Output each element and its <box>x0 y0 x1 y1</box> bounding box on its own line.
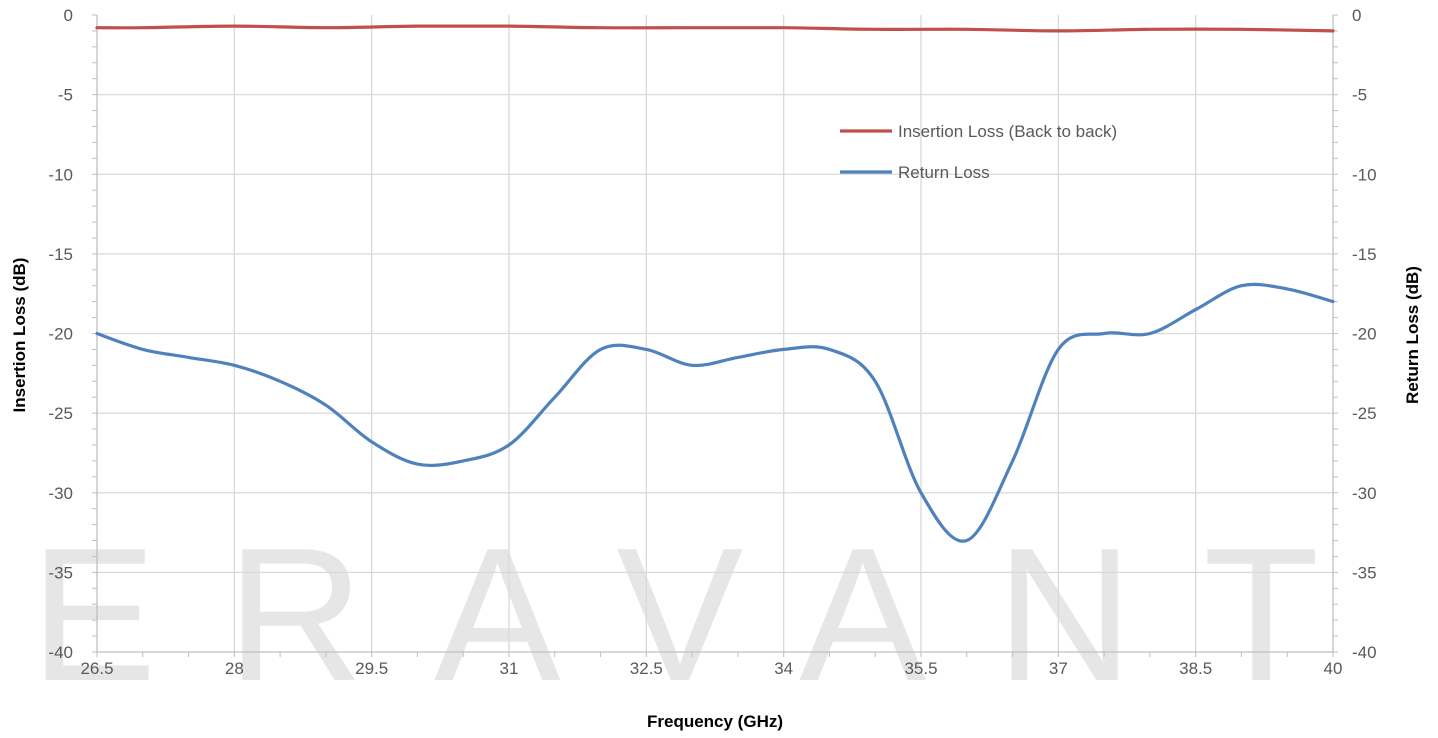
y-axis-title-left: Insertion Loss (dB) <box>10 258 29 413</box>
x-tick-label: 29.5 <box>355 659 388 678</box>
x-tick-label: 34 <box>774 659 793 678</box>
y-tick-label-right: -10 <box>1352 165 1377 184</box>
legend: Insertion Loss (Back to back) Return Loss <box>840 122 1117 182</box>
series-line-return-loss <box>95 282 1335 543</box>
y-tick-label-left: -20 <box>48 325 73 344</box>
legend-label-return-loss: Return Loss <box>898 163 990 182</box>
x-tick-label: 31 <box>500 659 519 678</box>
watermark: ERAVANT <box>30 509 1389 721</box>
x-tick-label: 32.5 <box>630 659 663 678</box>
y-tick-label-left: -15 <box>48 245 73 264</box>
y-tick-label-left: -25 <box>48 404 73 423</box>
y-tick-label-left: -35 <box>48 563 73 582</box>
y-tick-label-left: -30 <box>48 484 73 503</box>
y-tick-label-left: -40 <box>48 643 73 662</box>
series-lines <box>95 24 1335 543</box>
y-tick-label-left: -5 <box>58 86 73 105</box>
grid <box>97 15 1333 652</box>
y-tick-label-right: -25 <box>1352 404 1377 423</box>
y-axis-title-right: Return Loss (dB) <box>1403 266 1422 404</box>
x-tick-label: 38.5 <box>1179 659 1212 678</box>
y-tick-label-right: -20 <box>1352 325 1377 344</box>
y-tick-label-left: -10 <box>48 165 73 184</box>
x-axis-title: Frequency (GHz) <box>647 712 783 731</box>
x-tick-label: 28 <box>225 659 244 678</box>
y-tick-label-right: 0 <box>1352 6 1361 25</box>
y-tick-label-right: -40 <box>1352 643 1377 662</box>
x-tick-label: 35.5 <box>904 659 937 678</box>
y-tick-label-right: -5 <box>1352 86 1367 105</box>
legend-label-insertion-loss: Insertion Loss (Back to back) <box>898 122 1117 141</box>
x-tick-label: 37 <box>1049 659 1068 678</box>
x-tick-label: 40 <box>1324 659 1343 678</box>
series-line-insertion-loss <box>95 24 1335 33</box>
y-tick-label-right: -15 <box>1352 245 1377 264</box>
y-tick-label-right: -30 <box>1352 484 1377 503</box>
tick-labels: 26.5 28 29.5 31 32.5 34 35.5 37 38.5 40 0 -5 -10 -15 -… <box>48 6 1376 678</box>
y-tick-label-right: -35 <box>1352 563 1377 582</box>
x-tick-label: 26.5 <box>80 659 113 678</box>
y-tick-label-left: 0 <box>64 6 73 25</box>
